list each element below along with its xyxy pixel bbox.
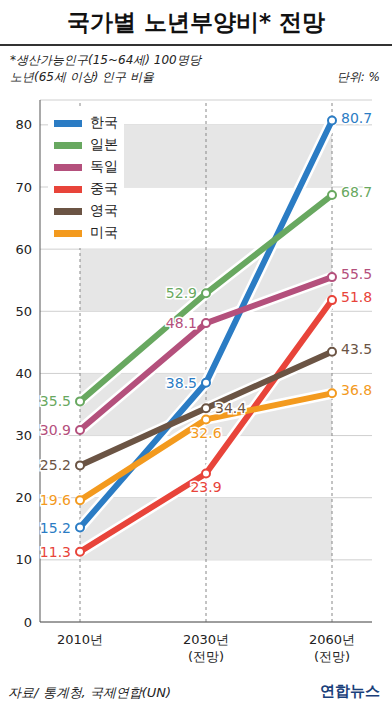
svg-text:51.8: 51.8 bbox=[341, 289, 372, 305]
html-text:*생산가능인구(15~64세) 100명당 노년(65세 이: *생산가능인구(15~64세) 100명당 노년(65세 이상) 인구 비율 bbox=[10, 53, 201, 84]
svg-text:43.5: 43.5 bbox=[341, 341, 372, 357]
svg-text:40: 40 bbox=[15, 366, 32, 381]
svg-text:60: 60 bbox=[15, 242, 32, 257]
svg-text:2030년: 2030년 bbox=[183, 632, 229, 647]
svg-text:20: 20 bbox=[15, 490, 32, 505]
html-text:한국: 한국 bbox=[90, 114, 118, 130]
html-text:자료/ 통계청, 국제연합(UN): 자료/ 통계청, 국제연합(UN) bbox=[8, 685, 172, 700]
svg-text:32.6: 32.6 bbox=[190, 425, 221, 441]
svg-text:15.2: 15.2 bbox=[40, 520, 71, 536]
svg-text:25.2: 25.2 bbox=[40, 457, 71, 473]
html-text:국가별 노년부양비* 전망: 국가별 노년부양비* 전망 bbox=[67, 9, 325, 35]
svg-text:80.7: 80.7 bbox=[341, 110, 372, 126]
svg-text:52.9: 52.9 bbox=[166, 285, 197, 301]
svg-text:23.9: 23.9 bbox=[190, 479, 221, 495]
svg-text:50: 50 bbox=[15, 304, 32, 319]
svg-text:80: 80 bbox=[15, 117, 32, 132]
svg-text:0: 0 bbox=[24, 615, 32, 630]
html-text:단위: %: 단위: % bbox=[336, 70, 380, 84]
html-text:중국: 중국 bbox=[90, 180, 118, 196]
html-text:영국: 영국 bbox=[90, 202, 118, 218]
svg-text:68.7: 68.7 bbox=[341, 184, 372, 200]
svg-text:30.9: 30.9 bbox=[40, 422, 71, 438]
svg-text:(전망): (전망) bbox=[188, 649, 224, 664]
html-text:일본: 일본 bbox=[90, 136, 118, 152]
svg-text:11.3: 11.3 bbox=[40, 544, 71, 560]
html-text:연합뉴스: 연합뉴스 bbox=[320, 682, 380, 700]
svg-text:(전망): (전망) bbox=[314, 649, 350, 664]
html-text:독일: 독일 bbox=[90, 158, 118, 174]
svg-text:10: 10 bbox=[15, 552, 32, 567]
svg-text:70: 70 bbox=[15, 180, 32, 195]
svg-text:48.1: 48.1 bbox=[166, 315, 197, 331]
svg-text:19.6: 19.6 bbox=[40, 492, 71, 508]
html-text:미국: 미국 bbox=[90, 224, 118, 240]
svg-text:35.5: 35.5 bbox=[40, 393, 71, 409]
svg-text:55.5: 55.5 bbox=[341, 266, 372, 282]
svg-text:36.8: 36.8 bbox=[341, 382, 372, 398]
svg-text:2010년: 2010년 bbox=[57, 632, 103, 647]
svg-text:30: 30 bbox=[15, 428, 32, 443]
svg-text:2060년: 2060년 bbox=[309, 632, 355, 647]
svg-text:38.5: 38.5 bbox=[166, 375, 197, 391]
svg-text:34.4: 34.4 bbox=[215, 400, 246, 416]
